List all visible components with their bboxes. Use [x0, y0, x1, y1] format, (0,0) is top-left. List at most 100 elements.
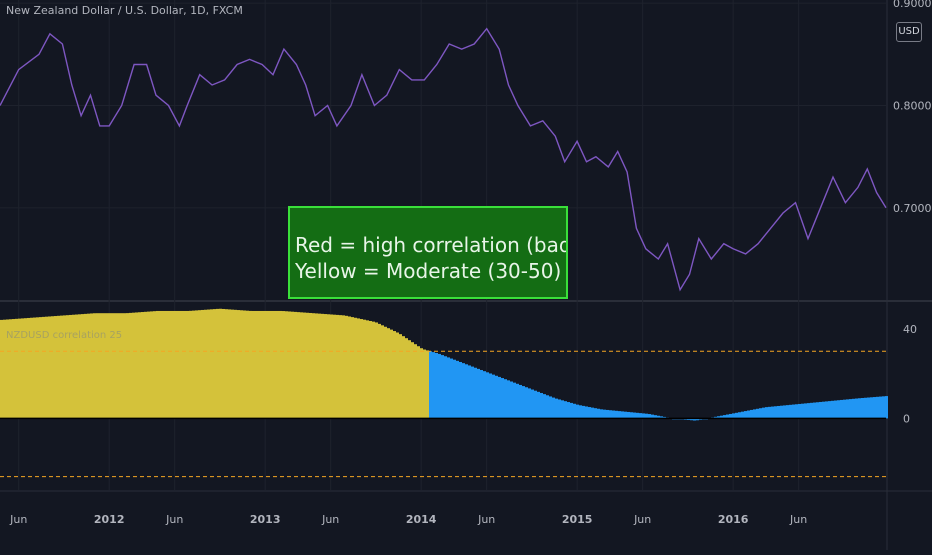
correlation-bar	[450, 358, 453, 419]
correlation-bar	[303, 312, 306, 419]
correlation-bar	[405, 338, 408, 419]
correlation-bar	[78, 314, 81, 419]
time-tick-label: 2015	[562, 513, 593, 526]
indicator-pane[interactable]	[0, 308, 888, 478]
correlation-bar	[771, 406, 774, 419]
correlation-bar	[54, 316, 57, 419]
correlation-bar	[789, 404, 792, 419]
correlation-bar	[603, 409, 606, 419]
correlation-bar	[858, 398, 861, 419]
correlation-bar	[363, 319, 366, 419]
correlation-bar	[747, 410, 750, 419]
correlation-bar	[828, 401, 831, 419]
correlation-bar	[366, 320, 369, 419]
correlation-bar	[402, 336, 405, 419]
correlation-bar	[81, 314, 84, 419]
correlation-bar	[87, 313, 90, 419]
currency-badge[interactable]: USD	[896, 22, 922, 42]
correlation-bar	[762, 407, 765, 419]
correlation-bar	[189, 310, 192, 419]
correlation-bar	[192, 310, 195, 419]
correlation-bar	[399, 334, 402, 419]
correlation-bar	[486, 372, 489, 419]
price-pane[interactable]	[0, 27, 887, 292]
correlation-bar	[306, 312, 309, 419]
correlation-bar	[240, 310, 243, 419]
correlation-bar	[852, 398, 855, 419]
correlation-bar	[885, 396, 888, 419]
correlation-bar	[720, 415, 723, 419]
correlation-bar	[834, 400, 837, 419]
correlation-bar	[633, 412, 636, 419]
correlation-bar	[870, 397, 873, 419]
time-tick-label: 2013	[250, 513, 281, 526]
correlation-bar	[243, 310, 246, 419]
time-tick-label: 2016	[718, 513, 749, 526]
correlation-bar	[408, 340, 411, 419]
correlation-bar	[384, 326, 387, 419]
correlation-bar	[351, 317, 354, 419]
correlation-bar	[489, 373, 492, 419]
correlation-bar	[540, 392, 543, 419]
correlation-bar	[657, 415, 660, 419]
correlation-bar	[642, 413, 645, 419]
correlation-bar	[285, 311, 288, 419]
correlation-bar	[18, 318, 21, 419]
correlation-bar	[756, 408, 759, 419]
note-line-yellow: Yellow = Moderate (30-50)	[295, 259, 562, 283]
correlation-bar	[567, 402, 570, 419]
correlation-bar	[600, 409, 603, 419]
correlation-bar	[414, 344, 417, 419]
time-tick-label: Jun	[9, 513, 27, 526]
correlation-bar	[27, 317, 30, 419]
correlation-bar	[639, 413, 642, 419]
correlation-bar	[732, 413, 735, 419]
time-tick-label: 2012	[94, 513, 125, 526]
correlation-bar	[726, 414, 729, 419]
correlation-bar	[549, 396, 552, 419]
correlation-bar	[150, 311, 153, 419]
correlation-bar	[447, 357, 450, 419]
correlation-bar	[273, 310, 276, 419]
correlation-bar	[483, 371, 486, 419]
correlation-bar	[417, 346, 420, 419]
correlation-bar	[165, 310, 168, 419]
correlation-bar	[528, 388, 531, 419]
symbol-title[interactable]: New Zealand Dollar / U.S. Dollar, 1D, FX…	[6, 4, 243, 17]
correlation-bar	[387, 328, 390, 419]
correlation-bar	[786, 405, 789, 419]
note-box[interactable]: Red = high correlation (bad) Yellow = Mo…	[288, 206, 568, 299]
correlation-bar	[579, 405, 582, 419]
correlation-bar	[345, 315, 348, 419]
correlation-bar	[66, 315, 69, 419]
correlation-bar	[42, 316, 45, 419]
correlation-bar	[168, 310, 171, 419]
correlation-bar	[522, 386, 525, 419]
correlation-bar	[555, 398, 558, 419]
correlation-bar	[201, 309, 204, 419]
correlation-bar	[597, 408, 600, 419]
correlation-bar	[615, 410, 618, 419]
correlation-bar	[6, 319, 9, 419]
correlation-bar	[804, 403, 807, 419]
correlation-bar	[171, 310, 174, 419]
correlation-bar	[855, 398, 858, 419]
correlation-bar	[75, 314, 78, 419]
correlation-bar	[465, 364, 468, 419]
correlation-bar	[357, 318, 360, 419]
correlation-bar	[468, 365, 471, 419]
correlation-bar	[846, 399, 849, 419]
time-axis[interactable]: Jun 2012 Jun 2013 Jun 2014 Jun 2015 Jun 2016 Jun	[9, 513, 807, 526]
correlation-bar	[606, 409, 609, 419]
correlation-bar	[264, 310, 267, 419]
correlation-bar	[222, 308, 225, 419]
correlation-bar	[849, 399, 852, 419]
correlation-bar	[51, 316, 54, 419]
correlation-bar	[336, 314, 339, 419]
correlation-bar	[843, 399, 846, 419]
correlation-bar	[225, 309, 228, 419]
correlation-bar	[195, 310, 198, 419]
